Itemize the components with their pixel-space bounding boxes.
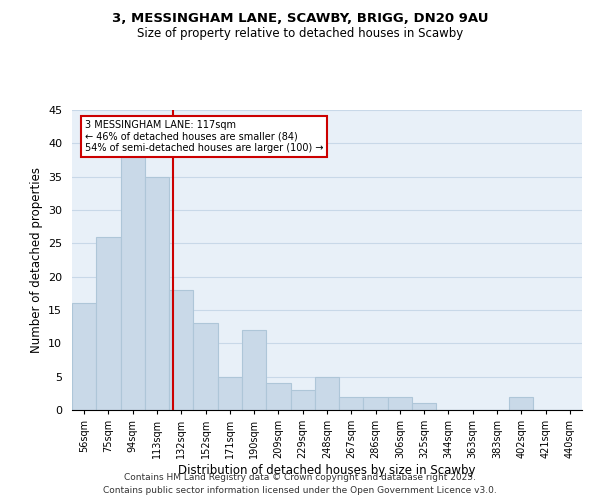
Bar (72, 304, 96, 410)
X-axis label: Distribution of detached houses by size in Scawby: Distribution of detached houses by size … (178, 464, 476, 477)
Bar (315, 376, 339, 410)
Text: 3 MESSINGHAM LANE: 117sqm
← 46% of detached houses are smaller (84)
54% of semi-: 3 MESSINGHAM LANE: 117sqm ← 46% of detac… (85, 120, 323, 153)
Text: Size of property relative to detached houses in Scawby: Size of property relative to detached ho… (137, 28, 463, 40)
Bar (242, 330, 266, 410)
Bar (339, 396, 364, 410)
Bar (145, 176, 169, 410)
Bar (266, 384, 290, 410)
Bar (96, 236, 121, 410)
Text: Contains HM Land Registry data © Crown copyright and database right 2025.: Contains HM Land Registry data © Crown c… (124, 474, 476, 482)
Bar (193, 324, 218, 410)
Bar (290, 390, 315, 410)
Bar (388, 396, 412, 410)
Text: Contains public sector information licensed under the Open Government Licence v3: Contains public sector information licen… (103, 486, 497, 495)
Bar (121, 156, 145, 410)
Bar (509, 396, 533, 410)
Bar (412, 404, 436, 410)
Bar (364, 396, 388, 410)
Text: 3, MESSINGHAM LANE, SCAWBY, BRIGG, DN20 9AU: 3, MESSINGHAM LANE, SCAWBY, BRIGG, DN20 … (112, 12, 488, 26)
Bar (218, 376, 242, 410)
Bar (169, 290, 193, 410)
Y-axis label: Number of detached properties: Number of detached properties (29, 167, 43, 353)
